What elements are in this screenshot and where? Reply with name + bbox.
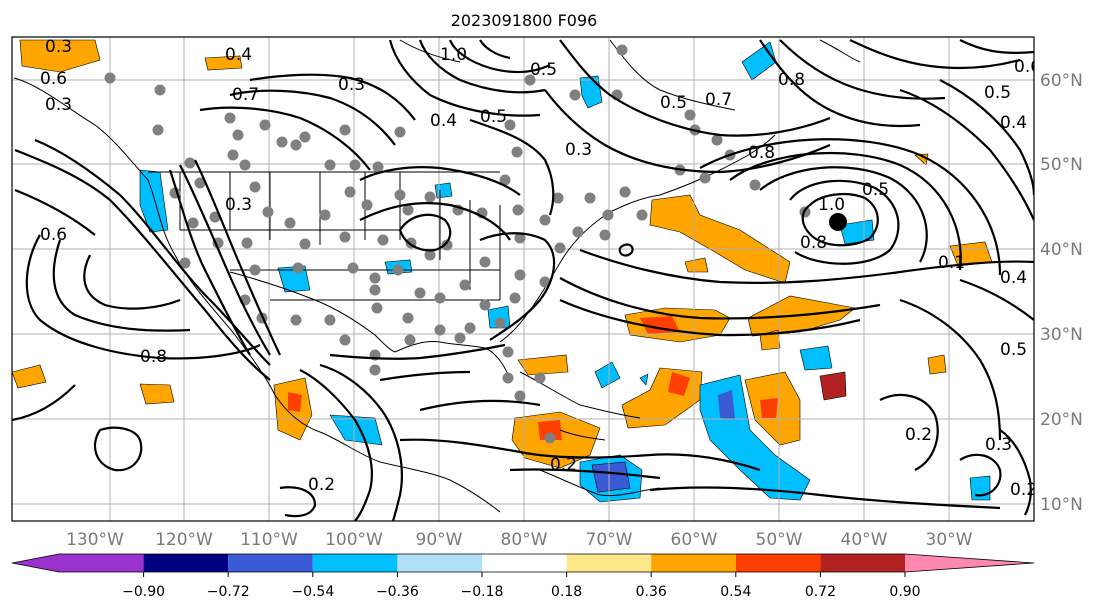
colorbar-segment bbox=[228, 554, 313, 572]
contour-label: 0.8 bbox=[778, 70, 805, 90]
lat-label: 30°N bbox=[1040, 325, 1083, 345]
contour-label: 0.7 bbox=[705, 90, 732, 110]
colorbar-tick-label: 0.54 bbox=[720, 584, 751, 600]
lon-label: 100°W bbox=[325, 530, 383, 550]
map-title: 2023091800 F096 bbox=[451, 11, 598, 30]
contour-label: 0.3 bbox=[45, 95, 72, 115]
lon-label: 50°W bbox=[756, 530, 803, 550]
contour-label: 0.2 bbox=[550, 455, 577, 475]
lat-label: 10°N bbox=[1040, 495, 1083, 515]
contour-label: 0.8 bbox=[748, 143, 775, 163]
contour-label: 0.6 bbox=[1014, 57, 1041, 77]
contour-label: 0.8 bbox=[800, 233, 827, 253]
colorbar-ticks bbox=[143, 572, 906, 577]
colorbar-segment bbox=[312, 554, 398, 572]
contour-label: 0.5 bbox=[984, 83, 1011, 103]
colorbar-tick-label: −0.18 bbox=[461, 584, 504, 600]
lon-label: 60°W bbox=[671, 530, 718, 550]
lat-label: 50°N bbox=[1040, 155, 1083, 175]
colorbar-extend-left bbox=[12, 554, 59, 572]
colorbar-segment bbox=[651, 554, 736, 572]
colorbar-tick-label: −0.36 bbox=[376, 584, 419, 600]
contour-label: 0.4 bbox=[1000, 113, 1027, 133]
colorbar-tick-label: 0.72 bbox=[805, 584, 836, 600]
colorbar-tick-label: −0.54 bbox=[291, 584, 334, 600]
colorbar-tick-label: 0.18 bbox=[551, 584, 582, 600]
colorbar-segment bbox=[566, 554, 652, 572]
low-center-marker bbox=[829, 213, 847, 231]
colorbar-segment bbox=[820, 554, 905, 572]
colorbar-tick-label: 0.36 bbox=[636, 584, 667, 600]
lon-label: 70°W bbox=[586, 530, 633, 550]
colorbar-tick-label: −0.90 bbox=[122, 584, 165, 600]
lon-label: 120°W bbox=[155, 530, 213, 550]
colorbar-outline bbox=[11, 553, 1035, 573]
contour-label: 0.5 bbox=[862, 180, 889, 200]
contour-label: 0.4 bbox=[225, 45, 252, 65]
contour-label: 1.0 bbox=[440, 45, 467, 65]
contour-label: 0.5 bbox=[1000, 340, 1027, 360]
lon-label: 80°W bbox=[501, 530, 548, 550]
lon-label: 110°W bbox=[240, 530, 298, 550]
contour-label: 0.5 bbox=[530, 60, 557, 80]
contour-label: 0.5 bbox=[660, 93, 687, 113]
contour-label: 0.8 bbox=[140, 347, 167, 367]
contour-label: 0.3 bbox=[225, 195, 252, 215]
contour-lines bbox=[12, 39, 1034, 521]
map-content: 0.3 0.4 0.7 0.3 1.0 0.5 0.4 0.3 0.5 0.7 … bbox=[12, 37, 1041, 521]
contour-label: 0.3 bbox=[338, 75, 365, 95]
contour-label: 1.0 bbox=[818, 195, 845, 215]
contour-label: 0.3 bbox=[985, 435, 1012, 455]
colorbar-tick-label: 0.90 bbox=[889, 584, 920, 600]
contour-label: 0.7 bbox=[232, 85, 259, 105]
contour-labels: 0.3 0.4 0.7 0.3 1.0 0.5 0.4 0.3 0.5 0.7 … bbox=[40, 37, 1041, 500]
lon-label: 130°W bbox=[66, 530, 124, 550]
map-frame bbox=[11, 36, 1035, 522]
colorbar-segment bbox=[482, 554, 567, 572]
contour-label: 0.2 bbox=[308, 475, 335, 495]
longitude-labels: 130°W 120°W 110°W 100°W 90°W 80°W 70°W 6… bbox=[66, 530, 973, 550]
contour-label: 0.1 bbox=[938, 253, 965, 273]
contour-label: 0.6 bbox=[40, 69, 67, 89]
colorbar-extend-right bbox=[905, 554, 1034, 572]
lat-label: 20°N bbox=[1040, 410, 1083, 430]
lat-label: 60°N bbox=[1040, 71, 1083, 91]
lon-label: 40°W bbox=[841, 530, 888, 550]
contour-label: 0.3 bbox=[45, 37, 72, 57]
colorbar-segment bbox=[143, 554, 229, 572]
colorbar-segment bbox=[397, 554, 482, 572]
latitude-labels: 60°N 50°N 40°N 30°N 20°N 10°N bbox=[1040, 71, 1083, 515]
contour-label: 0.2 bbox=[1010, 480, 1037, 500]
lon-label: 90°W bbox=[416, 530, 463, 550]
station-dots bbox=[104, 37, 811, 444]
colorbar-segment bbox=[735, 554, 821, 572]
contour-label: 0.2 bbox=[905, 425, 932, 445]
contour-label: 0.4 bbox=[430, 111, 457, 131]
colorbar-segment bbox=[59, 554, 144, 572]
lon-label: 30°W bbox=[926, 530, 973, 550]
colorbar-tick-label: −0.72 bbox=[207, 584, 250, 600]
contour-label: 0.3 bbox=[565, 140, 592, 160]
contour-label: 0.6 bbox=[40, 225, 67, 245]
contour-label: 0.4 bbox=[1000, 268, 1027, 288]
colorbar: −0.90 −0.72 −0.54 −0.36 −0.18 0.18 0.36 … bbox=[11, 553, 1035, 600]
contour-label: 0.5 bbox=[480, 107, 507, 127]
lat-label: 40°N bbox=[1040, 240, 1083, 260]
